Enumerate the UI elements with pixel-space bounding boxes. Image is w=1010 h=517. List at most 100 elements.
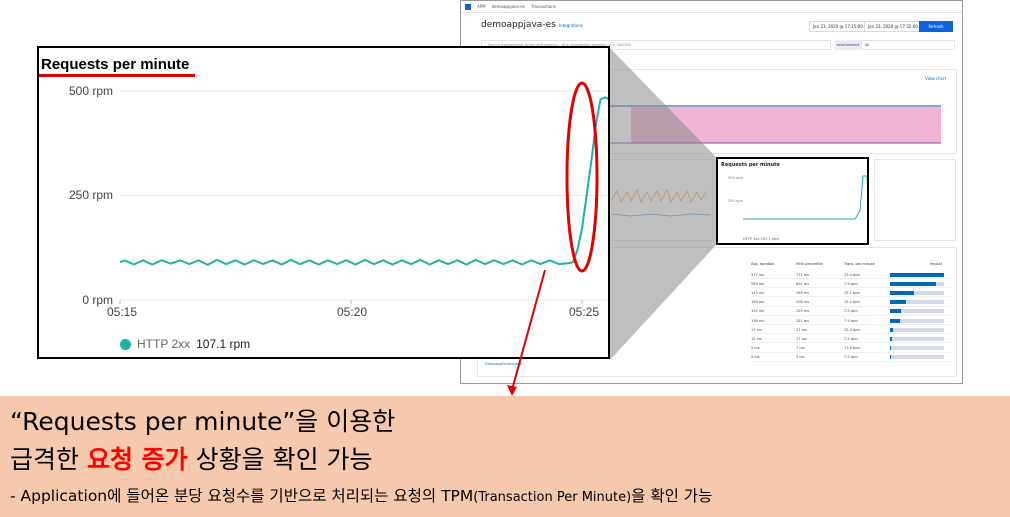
- refresh-button[interactable]: Refresh: [919, 21, 953, 32]
- chart-plot-area: [119, 90, 608, 304]
- col-avg-duration[interactable]: Avg. duration: [751, 262, 775, 266]
- cell-avg: 377 ms: [751, 272, 765, 277]
- caption-line-3-end: 을 확인 가능: [631, 487, 713, 505]
- integrations-menu[interactable]: Integrations: [559, 23, 584, 28]
- chart-legend[interactable]: HTTP 2xx 107.1 rpm: [120, 337, 250, 351]
- mini-ytick-500: 500 rpm: [728, 176, 743, 180]
- impact-bar: [890, 281, 944, 286]
- legend-series-value: 107.1 rpm: [196, 337, 251, 351]
- kibana-logo-icon: [465, 3, 471, 10]
- table-row[interactable]: 5 ms 7 ms 13.5 tpm: [751, 345, 951, 353]
- impact-bar: [890, 309, 944, 314]
- table-row[interactable]: 17 ms 17 ms 15.4 tpm: [751, 326, 951, 335]
- cell-tpm: 13.5 tpm: [844, 346, 860, 351]
- cell-p95: 17 ms: [796, 327, 807, 332]
- ytick-0: 0 rpm: [82, 293, 113, 307]
- environment-label: environment: [835, 40, 861, 50]
- callout-arrow-line: [511, 269, 546, 391]
- mini-chart-legend: HTTP 2xx 107.1 rpm: [743, 237, 779, 241]
- spike-highlight-ellipse: [565, 81, 599, 273]
- cell-tpm: 7.5 tpm: [844, 336, 858, 341]
- cell-avg: 5 ms: [751, 346, 760, 351]
- cell-avg: 196 ms: [751, 300, 765, 305]
- cell-p95: 7 ms: [796, 346, 805, 351]
- search-input[interactable]: Search transactions, errors and metrics.…: [481, 40, 831, 50]
- impact-bar: [890, 346, 944, 351]
- cell-tpm: 7.5 tpm: [844, 355, 858, 360]
- table-row[interactable]: 143 ms 199 ms 15.1 tpm: [751, 289, 951, 298]
- cell-p95: 801 ms: [796, 281, 810, 286]
- cell-tpm: 13.4 tpm: [844, 272, 860, 277]
- view-chart-link[interactable]: View chart: [925, 76, 947, 81]
- caption-box: “Requests per minute”을 이용한 급격한 요청 증가 상황을…: [0, 396, 1010, 517]
- cell-avg: 143 ms: [751, 290, 765, 295]
- caption-line-3-small: (Transaction Per Minute): [473, 490, 632, 505]
- col-tpm[interactable]: Trans. per minute: [844, 262, 875, 266]
- caption-line-2: 급격한 요청 증가 상황을 확인 가능: [10, 440, 373, 476]
- connector-shape: [610, 48, 716, 360]
- caption-line-2-pre: 급격한: [10, 445, 87, 474]
- title-underline: [39, 74, 195, 77]
- cell-avg: 17 ms: [751, 327, 762, 332]
- mini-ytick-250: 250 rpm: [728, 199, 743, 203]
- breadcrumb-service[interactable]: demoappjava-es: [491, 4, 525, 9]
- impact-bar: [890, 290, 944, 295]
- cell-avg: 152 ms: [751, 309, 765, 314]
- cell-avg: 589 ms: [751, 281, 765, 286]
- cell-avg: 136 ms: [751, 318, 765, 323]
- mini-chart-plot: [743, 175, 867, 220]
- mini-chart-highlight: Requests per minute 500 rpm 250 rpm HTTP…: [716, 157, 869, 245]
- caption-line-2-post: 상황을 확인 가능: [187, 445, 373, 474]
- ytick-500: 500 rpm: [68, 84, 113, 98]
- table-row[interactable]: 152 ms 155 ms 7.5 tpm: [751, 308, 951, 316]
- cell-tpm: 7.5 tpm: [844, 281, 858, 286]
- cell-tpm: 7.5 tpm: [844, 318, 858, 323]
- breadcrumb-transactions: Transactions: [530, 4, 556, 9]
- table-row[interactable]: 136 ms 151 ms 7.5 tpm: [751, 317, 951, 325]
- table-row[interactable]: 377 ms 711 ms 13.4 tpm: [751, 271, 951, 279]
- cell-p95: 206 ms: [796, 300, 810, 305]
- cell-p95: 17 ms: [796, 336, 807, 341]
- cell-tpm: 15.4 tpm: [844, 327, 860, 332]
- impact-bar: [890, 336, 944, 341]
- cell-p95: 155 ms: [796, 309, 810, 314]
- requests-per-minute-chart: Requests per minute 500 rpm 250 rpm 0 rp…: [37, 46, 610, 359]
- cell-p95: 711 ms: [796, 272, 810, 277]
- table-header: Avg. duration 95th percentile Trans. per…: [751, 262, 951, 266]
- breadcrumb-apm[interactable]: APM: [477, 4, 486, 9]
- impact-bar: [890, 272, 944, 277]
- cell-p95: 199 ms: [796, 290, 810, 295]
- ytick-250: 250 rpm: [68, 188, 113, 202]
- cell-tpm: 15.2 tpm: [844, 300, 860, 305]
- impact-bar: [890, 318, 944, 323]
- service-title: demoappjava-es: [481, 20, 556, 30]
- col-impact[interactable]: Impact: [929, 262, 942, 266]
- impact-bar: [890, 327, 944, 332]
- environment-select[interactable]: All: [861, 40, 955, 50]
- transactions-panel-right: [874, 159, 956, 241]
- xtick-0515: 05:15: [106, 305, 138, 319]
- table-row[interactable]: 12 ms 17 ms 7.5 tpm: [751, 335, 951, 344]
- cell-p95: 151 ms: [796, 318, 810, 323]
- table-row[interactable]: 589 ms 801 ms 7.5 tpm: [751, 280, 951, 289]
- table-row[interactable]: 5 ms 5 ms 7.5 tpm: [751, 354, 951, 362]
- impact-bar: [890, 355, 944, 360]
- caption-line-1: “Requests per minute”을 이용한: [10, 407, 396, 436]
- col-95th[interactable]: 95th percentile: [796, 262, 823, 266]
- caption-line-3: - Application에 들어온 분당 요청수를 기반으로 처리되는 요청의…: [10, 484, 712, 506]
- caption-line-3-main: - Application에 들어온 분당 요청수를 기반으로 처리되는 요청의…: [10, 487, 474, 505]
- cell-tpm: 7.5 tpm: [844, 309, 858, 314]
- legend-swatch: [120, 338, 131, 350]
- chart-title: Requests per minute: [41, 56, 190, 73]
- caption-highlight: 요청 증가: [86, 445, 188, 474]
- cell-p95: 5 ms: [796, 355, 805, 360]
- callout-arrowhead-icon: [507, 385, 517, 396]
- cell-avg: 5 ms: [751, 355, 760, 360]
- table-row[interactable]: 196 ms 206 ms 15.2 tpm: [751, 299, 951, 307]
- impact-bar: [890, 300, 944, 305]
- cell-tpm: 15.1 tpm: [844, 290, 860, 295]
- xtick-0520: 05:20: [336, 305, 368, 319]
- transaction-link[interactable]: DemoappController#...: [485, 362, 526, 366]
